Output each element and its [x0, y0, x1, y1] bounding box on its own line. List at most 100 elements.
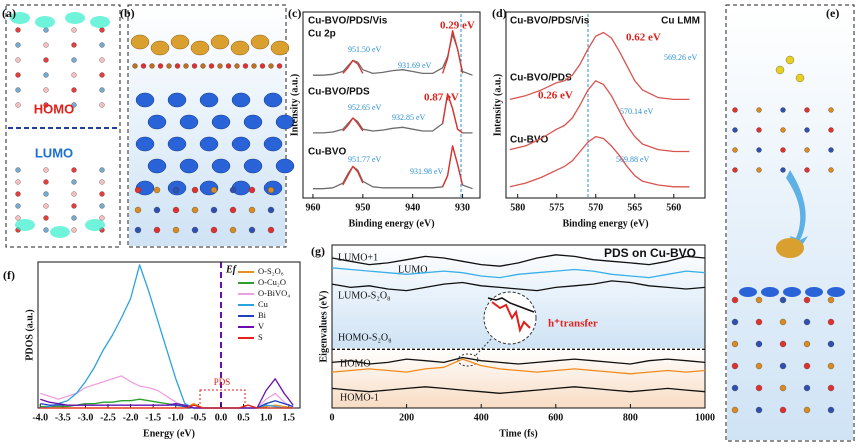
chart-title: PDS on Cu-BVO	[604, 246, 696, 260]
series-label: Cu-BVO/PDS/Vis	[308, 16, 388, 27]
atom	[827, 296, 835, 304]
atom	[15, 191, 21, 197]
atom	[149, 63, 155, 69]
atom	[43, 27, 49, 33]
orbital	[199, 136, 219, 152]
x-axis-label: Binding energy (eV)	[348, 218, 434, 229]
atom	[99, 167, 105, 173]
series-label: HOMO-S₂O₈	[338, 332, 392, 343]
series-line	[509, 31, 690, 101]
atom	[732, 147, 738, 153]
series-line	[40, 404, 294, 409]
atom	[191, 226, 199, 234]
x-tick-label: -3.5	[55, 412, 71, 423]
atom	[827, 406, 835, 414]
series-line	[342, 93, 463, 134]
x-tick-label: 600	[548, 412, 563, 423]
atom	[71, 57, 77, 63]
series-label: Cu-BVO/PDS	[308, 87, 370, 98]
y-axis-label: Intensity (a.u.)	[492, 74, 503, 137]
atom	[827, 318, 835, 326]
series-line	[40, 398, 294, 409]
series-line	[331, 267, 706, 279]
atom	[242, 63, 249, 69]
atom	[191, 63, 198, 69]
orbital	[783, 287, 801, 297]
atom	[234, 63, 240, 69]
annotation: 952.65 eV	[348, 103, 382, 112]
orbital	[761, 287, 779, 297]
series-label: Cu-BVO	[510, 135, 549, 146]
atom	[134, 186, 142, 194]
atom	[153, 226, 161, 234]
atom	[71, 191, 77, 197]
atom	[99, 215, 105, 221]
x-tick-label: -1.0	[168, 412, 184, 423]
legend-label: O-BiVO₄	[258, 288, 290, 298]
series-line	[331, 358, 706, 375]
series-label: LUMO-S₂O₈	[338, 290, 391, 301]
x-tick-label: -1.5	[145, 412, 161, 423]
atom	[210, 226, 218, 234]
atom	[43, 57, 49, 63]
orbital	[15, 219, 35, 231]
atom	[803, 362, 811, 370]
atom	[15, 102, 21, 108]
orbital	[50, 226, 70, 238]
legend-label: Cu	[258, 299, 269, 309]
atom	[132, 63, 138, 69]
atom	[803, 406, 811, 414]
x-tick-label: -2.0	[123, 412, 139, 423]
atom	[785, 55, 795, 65]
g-bg-bottom	[332, 348, 705, 408]
x-tick-label: 1.5	[282, 412, 295, 423]
atom	[43, 191, 49, 197]
panel-label: (g)	[311, 244, 325, 258]
series-line	[331, 356, 706, 365]
x-tick-label: 0.0	[215, 412, 228, 423]
annotation: 569.26 eV	[664, 53, 698, 62]
atom	[267, 186, 275, 194]
orbital	[270, 40, 290, 56]
atom	[15, 42, 21, 48]
orbital	[230, 40, 250, 56]
orbital	[211, 114, 231, 130]
orbital	[167, 92, 187, 108]
atom	[803, 296, 811, 304]
atom	[780, 167, 786, 173]
orbital	[805, 287, 823, 297]
annotation: 931.69 eV	[398, 61, 432, 70]
atom	[15, 72, 21, 78]
series-line	[40, 378, 294, 409]
zoom-trace	[491, 301, 531, 333]
atom	[43, 42, 49, 48]
atom	[43, 167, 49, 173]
panel-e-frame	[725, 4, 855, 442]
chart-title: Cu LMM	[661, 16, 700, 27]
atom	[99, 102, 105, 108]
atom	[140, 63, 147, 69]
annotation: 0.87 eV	[424, 92, 459, 104]
x-tick-label: 800	[623, 412, 638, 423]
legend-label: S	[258, 332, 263, 342]
orbital	[130, 34, 150, 50]
orbital	[739, 287, 757, 297]
atom	[756, 107, 762, 113]
x-axis-label: Energy (eV)	[143, 428, 195, 439]
atom	[200, 63, 206, 69]
series-label: Cu-BVO	[308, 147, 347, 158]
atom	[827, 384, 835, 392]
orbital	[147, 114, 167, 130]
atom	[172, 206, 180, 214]
atom	[827, 362, 835, 370]
orbital	[10, 12, 30, 24]
plot-frame	[505, 11, 706, 199]
atom	[71, 203, 77, 209]
atom	[229, 206, 237, 214]
panel-e-bg	[727, 6, 853, 440]
x-tick-label: 1.0	[260, 412, 273, 423]
atom	[731, 406, 739, 414]
atom	[731, 384, 739, 392]
atom	[43, 215, 49, 221]
